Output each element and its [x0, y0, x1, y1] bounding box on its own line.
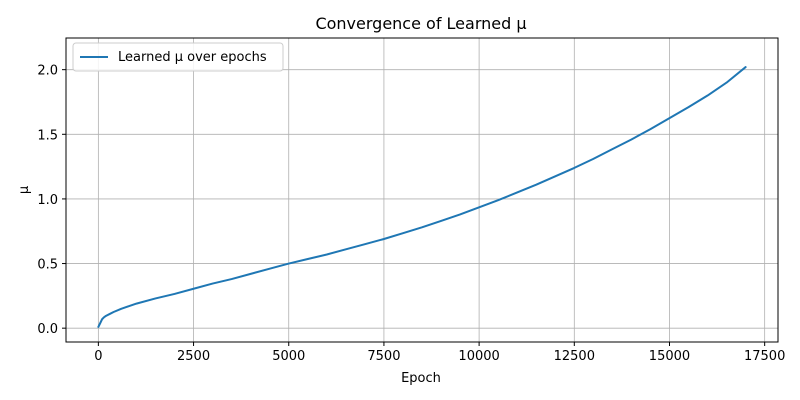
x-tick-label: 7500	[367, 349, 400, 364]
grid	[66, 38, 778, 342]
ticks: 0 2500 5000 7500 10000 12500 15000 17500 0.0 0.5 1…	[37, 64, 785, 364]
x-tick-label: 10000	[458, 349, 499, 364]
series-line	[97, 66, 747, 328]
x-tick-label: 0	[94, 349, 102, 364]
plot-frame	[65, 37, 779, 343]
legend-label: Learned μ over epochs	[118, 50, 267, 65]
x-tick-label: 5000	[272, 349, 305, 364]
x-tick-label: 2500	[177, 349, 210, 364]
x-axis-label: Epoch	[401, 371, 441, 386]
y-tick-label: 0.5	[37, 258, 58, 273]
y-tick-label: 2.0	[37, 64, 58, 79]
y-tick-label: 1.5	[37, 128, 58, 143]
legend: Learned μ over epochs	[72, 42, 284, 72]
x-tick-label: 17500	[744, 349, 785, 364]
y-axis-label: μ	[17, 186, 32, 194]
y-tick-label: 1.0	[37, 193, 58, 208]
y-tick-label: 0.0	[37, 322, 58, 337]
x-tick-label: 15000	[649, 349, 690, 364]
series-layer	[97, 66, 747, 328]
chart-title: Convergence of Learned μ	[315, 14, 526, 33]
legend-box	[72, 42, 284, 72]
x-tick-label: 12500	[554, 349, 595, 364]
